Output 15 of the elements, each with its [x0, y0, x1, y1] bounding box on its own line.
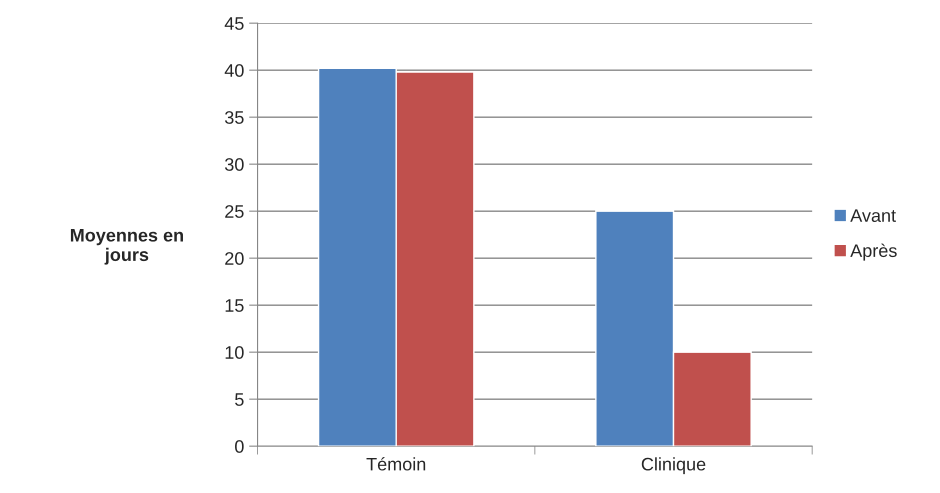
y-tick-label: 45 [224, 17, 244, 30]
x-tick-label: Témoin [366, 457, 426, 471]
legend-label: Après [850, 244, 897, 261]
y-tick-label: 15 [226, 299, 244, 312]
y-tick-label: 25 [225, 205, 244, 218]
y-tick-label: 40 [224, 64, 244, 77]
y-tick-label: 35 [224, 111, 244, 124]
y-tick-label: 30 [224, 158, 244, 171]
y-tick-label: 20 [225, 252, 244, 265]
y-axis-title: Moyennes en jours [70, 229, 183, 265]
y-tick-label: 5 [235, 393, 244, 406]
y-tick-label: 10 [226, 346, 244, 359]
x-tick-label: Clinique [642, 457, 706, 474]
legend-label: Avant [850, 209, 896, 222]
y-tick-label: 0 [235, 440, 244, 453]
